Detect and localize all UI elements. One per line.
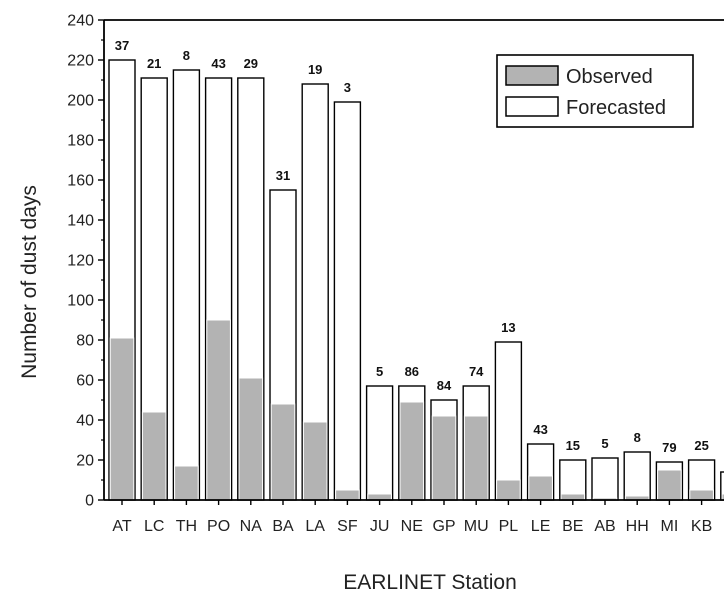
y-tick-label: 100	[67, 293, 94, 310]
bar-forecasted-lk	[720, 471, 724, 501]
y-tick-label: 0	[85, 493, 94, 510]
y-tick-label: 220	[67, 53, 94, 70]
bar-annotation-le: 43	[533, 422, 547, 437]
x-tick-label-th: TH	[176, 518, 197, 535]
x-tick-label-le: LE	[531, 518, 551, 535]
x-tick-label-gp: GP	[432, 518, 455, 535]
y-axis: 0 20 40 60 80 100 120 140 160 180 200 220 240	[67, 13, 724, 510]
x-tick-label-mi: MI	[661, 518, 679, 535]
bar-annotation-mu: 74	[469, 364, 484, 379]
bar-observed-la	[302, 421, 328, 501]
bar-annotation-mi: 79	[662, 440, 676, 455]
x-tick-label-la: LA	[305, 518, 325, 535]
y-tick-label: 240	[67, 13, 94, 30]
x-tick-label-at: AT	[112, 518, 131, 535]
x-tick-label-mu: MU	[464, 518, 489, 535]
bar-annotation-ne: 86	[405, 364, 419, 379]
y-tick-label: 200	[67, 93, 94, 110]
bar-observed-lc	[141, 411, 167, 501]
bar-observed-po	[206, 319, 231, 501]
y-tick-label: 80	[76, 333, 94, 350]
y-tick-label: 60	[76, 373, 94, 390]
bar-observed-pl	[496, 479, 521, 501]
bar-forecasted-sf	[333, 101, 362, 501]
bar-observed-le	[528, 475, 553, 501]
bar-annotation-la: 19	[308, 62, 322, 77]
bar-observed-mu	[463, 415, 489, 501]
bars-layer	[108, 59, 724, 501]
bar-annotation-ab: 5	[601, 436, 608, 451]
legend-label-observed: Observed	[566, 66, 653, 88]
x-tick-label-po: PO	[207, 518, 230, 535]
x-axis: ATLCTHPONABALASFJUNEGPMUPLLEBEABHHMIKBLK	[104, 499, 724, 535]
legend-label-forecasted: Forecasted	[566, 97, 666, 119]
bar-annotation-lc: 21	[147, 56, 161, 71]
bar-observed-mi	[657, 469, 682, 501]
bar-forecasted-ju	[365, 385, 394, 501]
bar-observed-ba	[270, 403, 296, 501]
x-tick-label-ne: NE	[401, 518, 423, 535]
bar-annotation-th: 8	[183, 48, 190, 63]
x-tick-label-be: BE	[562, 518, 583, 535]
bar-annotation-pl: 13	[501, 320, 515, 335]
bar-observed-sf	[335, 489, 360, 501]
x-axis-label: EARLINET Station	[343, 571, 517, 594]
bar-forecasted-pl	[494, 341, 523, 501]
x-tick-label-lc: LC	[144, 518, 164, 535]
bar-observed-at	[109, 337, 135, 501]
bar-annotation-hh: 8	[634, 430, 641, 445]
bar-observed-lk	[721, 493, 724, 501]
bar-forecasted-ab	[591, 457, 619, 501]
legend-swatch-observed	[505, 65, 559, 86]
y-tick-label: 180	[67, 133, 94, 150]
bar-observed-ne	[399, 401, 425, 501]
bar-observed-th	[174, 465, 199, 501]
x-tick-label-sf: SF	[337, 518, 358, 535]
bar-annotation-kb: 25	[694, 438, 708, 453]
y-tick-label: 40	[76, 413, 94, 430]
bar-observed-kb	[689, 489, 714, 501]
y-tick-label: 120	[67, 253, 94, 270]
bar-annotation-ju: 5	[376, 364, 383, 379]
x-tick-label-kb: KB	[691, 518, 712, 535]
bar-observed-gp	[431, 415, 457, 501]
bar-annotation-sf: 3	[344, 80, 351, 95]
x-tick-label-hh: HH	[626, 518, 649, 535]
x-tick-label-pl: PL	[499, 518, 519, 535]
y-axis-label: Number of dust days	[18, 185, 41, 379]
bar-forecasted-th	[172, 69, 201, 501]
bar-annotation-na: 29	[244, 56, 258, 71]
legend: Observed Forecasted	[496, 54, 694, 128]
y-tick-label: 20	[76, 453, 94, 470]
bar-annotation-gp: 84	[437, 378, 452, 393]
bar-annotations: 37218432931193586847413431558792521	[115, 38, 709, 455]
legend-swatch-forecasted	[505, 96, 559, 117]
y-tick-label: 160	[67, 173, 94, 190]
x-tick-label-na: NA	[240, 518, 263, 535]
bar-annotation-at: 37	[115, 38, 129, 53]
x-tick-label-ju: JU	[370, 518, 390, 535]
y-tick-label: 140	[67, 213, 94, 230]
bar-forecasted-hh	[623, 451, 651, 501]
bar-annotation-po: 43	[211, 56, 225, 71]
bar-annotation-ba: 31	[276, 168, 290, 183]
x-tick-label-ba: BA	[272, 518, 294, 535]
bar-annotation-be: 15	[566, 438, 580, 453]
bar-observed-na	[238, 377, 264, 501]
x-tick-label-ab: AB	[594, 518, 615, 535]
